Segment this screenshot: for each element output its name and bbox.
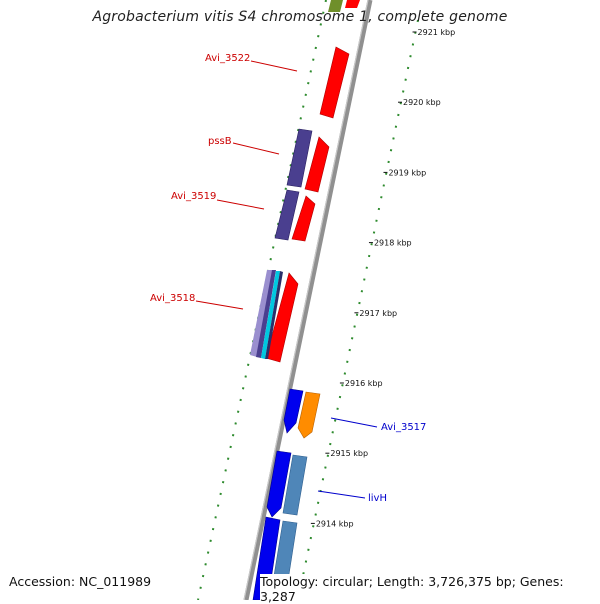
- cds-avi-3518-cyan: [261, 271, 280, 359]
- cds-blue-2914: [252, 516, 281, 600]
- gene-label-avi-3517: Avi_3517: [381, 422, 426, 433]
- cds-pssb-purple: [286, 128, 313, 188]
- tick-label: 2914 kbp: [316, 519, 354, 528]
- cds-avi-3518-lavender: [250, 270, 273, 357]
- gene-label-avi-3522: Avi_3522: [205, 53, 250, 64]
- gene-label-avi-3518: Avi_3518: [150, 293, 195, 304]
- gene-label-pssb: pssB: [208, 136, 232, 147]
- feature-green-top: [328, 0, 343, 12]
- tick-label: 2921 kbp: [418, 28, 456, 37]
- leader-livh: [317, 490, 366, 499]
- tick-label: 2916 kbp: [345, 379, 383, 388]
- leader-avi-3519: [216, 199, 265, 210]
- accession-text: Accession: NC_011989: [9, 574, 152, 589]
- leader-pssb: [232, 142, 280, 155]
- cds-avi-3519-purple: [274, 189, 300, 241]
- tick-label: 2920 kbp: [403, 98, 441, 107]
- cds-avi-3518-purple: [256, 270, 276, 358]
- feature-red-top: [345, 0, 360, 8]
- cds-blue-2916: [283, 388, 304, 434]
- cds-avi-3519-red: [291, 195, 316, 242]
- tick-marks: 2921 kbp 2920 kbp 2919 kbp 2918 kbp 2917 kbp…: [310, 28, 456, 528]
- leader-avi-3517: [330, 417, 378, 428]
- cds-livh-upper: [282, 454, 308, 516]
- cds-blue-2915: [266, 450, 292, 518]
- tick-label: 2915 kbp: [330, 449, 368, 458]
- cds-pssb-red: [304, 136, 330, 193]
- tick-label: 2917 kbp: [359, 309, 397, 318]
- topology-summary: Topology: circular; Length: 3,726,375 bp…: [260, 574, 600, 604]
- gene-label-livh: livH: [368, 493, 387, 504]
- leader-avi-3518: [195, 300, 244, 310]
- cds-avi-3517: [297, 391, 321, 439]
- chromosome-backbone-highlight: [243, 0, 369, 600]
- tick-label: 2918 kbp: [374, 239, 412, 248]
- gene-label-avi-3519: Avi_3519: [171, 191, 216, 202]
- tick-label: 2919 kbp: [388, 168, 426, 177]
- cds-avi-3518-red: [265, 272, 299, 363]
- cds-avi-3522: [319, 46, 350, 119]
- cds-avi-3518-dark: [265, 271, 283, 359]
- chromosome-backbone: [243, 0, 373, 600]
- gc-dot-track-outer: [297, 19, 419, 600]
- leader-avi-3522: [250, 60, 298, 72]
- map-title: Agrobacterium vitis S4 chromosome 1, com…: [92, 9, 508, 25]
